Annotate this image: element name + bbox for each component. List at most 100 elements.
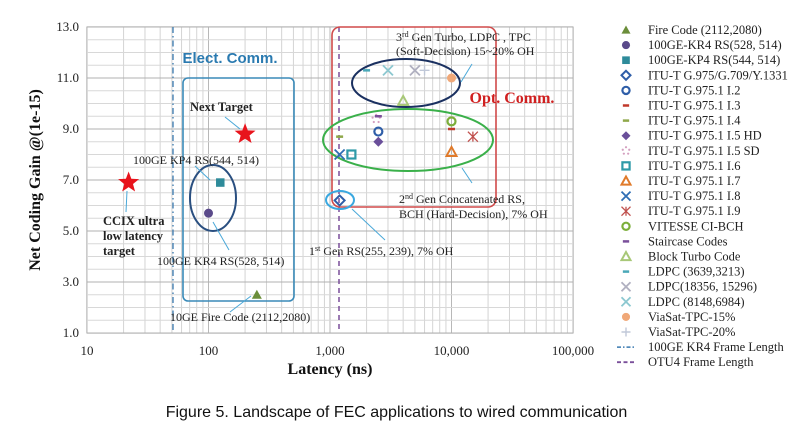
y-tick-label: 9.0 [63,121,79,136]
kp4-kr4-ellipse [189,164,237,232]
legend-item: ViaSat-TPC-15% [621,310,735,324]
legend-label: ViaSat-TPC-15% [648,310,735,324]
legend-label: ITU-T G.975.1 I.5 SD [648,144,760,158]
legend-label: 100GE-KR4 RS(528, 514) [648,38,782,52]
data-point [333,193,347,207]
legend-item: ITU-T G.975.1 I.7 [619,174,740,188]
gen2-label-line2: BCH (Hard-Decision), 7% OH [399,207,548,221]
target-star [118,171,140,192]
data-point [204,208,213,218]
annotation-arrows [125,63,473,313]
legend-item: Fire Code (2112,2080) [621,23,762,37]
legend-item: OTU4 Frame Length [617,355,754,369]
y-tick-label: 13.0 [56,19,79,34]
legend-item: ITU-T G.975.1 I.4 [622,114,741,128]
y-axis-title: Net Coding Gain @(1e-15) [27,89,44,271]
data-point [216,178,225,187]
figure-caption: Figure 5. Landscape of FEC applications … [165,404,628,421]
legend-label: LDPC(18356, 15296) [648,280,757,294]
next-target-label: Next Target [190,100,254,114]
legend-label: Staircase Codes [648,234,728,248]
legend-label: ITU-T G.975.1 I.3 [648,99,740,113]
x-tick-label: 100,000 [552,343,594,358]
legend-label: ITU-T G.975.1 I.2 [648,83,740,97]
legend-label: ITU-T G.975/G.709/Y.1331 [648,68,788,82]
data-point [396,93,410,106]
x-axis-title: Latency (ns) [288,361,373,378]
gen3-label-line2: (Soft-Decision) 15~20% OH [396,44,535,58]
data-point [447,73,456,83]
legend-label: 100GE KR4 Frame Length [648,340,784,354]
legend-item: Block Turbo Code [619,250,741,264]
legend-label: ITU-T G.975.1 I.9 [648,204,740,218]
opt-comm-region [331,26,497,208]
legend-label: Fire Code (2112,2080) [648,23,762,37]
legend-label: OTU4 Frame Length [648,355,754,369]
legend-item: 100GE-KR4 RS(528, 514) [621,38,782,52]
y-tick-label: 5.0 [63,223,79,238]
legend-item: ViaSat-TPC-20% [621,325,735,339]
data-point [346,149,357,160]
legend-label: ITU-T G.975.1 I.6 [648,159,740,173]
legend-label: VITESSE CI-BCH [648,219,744,233]
ccix-label-line1: CCIX ultra [103,214,165,228]
ccix-label-line2: low latency [103,229,164,243]
legend-item: VITESSE CI-BCH [621,219,744,233]
data-point [333,148,346,161]
legend-label: Block Turbo Code [648,250,741,264]
x-tick-label: 100 [199,343,219,358]
y-axis-ticks: 1.0 3.0 5.0 7.0 9.0 11.0 13.0 [56,19,79,340]
data-point [446,116,457,127]
elect-comm-region [182,77,295,302]
legend-label: ITU-T G.975.1 I.7 [648,174,740,188]
x-tick-label: 1,000 [315,343,344,358]
legend-item: ITU-T G.975.1 I.3 [622,99,740,113]
data-points [118,64,479,299]
fire-code-label: 10GE Fire Code (2112,2080) [170,310,310,324]
gen3-ellipse [351,58,461,108]
legend-item: Staircase Codes [622,234,728,248]
y-tick-label: 7.0 [63,172,79,187]
gen2-ellipse [322,108,494,172]
elect-comm-label: Elect. Comm. [182,50,277,67]
gen1-ellipse [325,190,355,210]
x-axis-ticks: 10 100 1,000 10,000 100,000 [81,343,595,358]
fec-landscape-chart: 1.0 3.0 5.0 7.0 9.0 11.0 13.0 10 100 1,000 10,000… [27,19,788,378]
legend: Fire Code (2112,2080)100GE-KR4 RS(528, 5… [617,23,788,369]
legend-item: 100GE-KP4 RS(544, 514) [622,53,780,67]
data-point [444,144,459,157]
gen2-label-line1: 2nd Gen Concatenated RS, [399,192,525,206]
gen3-label-line1: 3rd Gen Turbo, LDPC , TPC [396,30,531,44]
x-tick-label: 10,000 [434,343,470,358]
kr4-label: 100GE KR4 RS(528, 514) [157,254,284,268]
legend-item: ITU-T G.975.1 I.8 [620,189,740,203]
legend-label: 100GE-KP4 RS(544, 514) [648,53,780,67]
data-point [467,131,479,143]
kp4-label: 100GE KP4 RS(544, 514) [133,153,259,167]
legend-label: LDPC (3639,3213) [648,265,745,279]
data-point [251,289,262,299]
legend-item: ITU-T G.975.1 I.5 HD [621,129,762,143]
legend-item: ITU-T G.975.1 I.6 [621,159,740,173]
legend-label: ITU-T G.975.1 I.4 [648,114,741,128]
data-point [382,64,394,76]
legend-label: ITU-T G.975.1 I.5 HD [648,129,762,143]
legend-label: LDPC (8148,6984) [648,295,745,309]
legend-item: 100GE KR4 Frame Length [617,340,784,354]
gen1-label: 1st Gen RS(255, 239), 7% OH [309,244,454,258]
ccix-label-line3: target [103,244,136,258]
legend-item: ITU-T G.975.1 I.9 [621,204,740,218]
legend-item: ITU-T G.975.1 I.2 [621,83,740,97]
legend-label: ViaSat-TPC-20% [648,325,735,339]
opt-comm-label: Opt. Comm. [470,90,555,107]
y-tick-label: 3.0 [63,274,79,289]
target-star [234,123,256,143]
legend-item: LDPC (8148,6984) [620,295,745,309]
legend-item: LDPC (3639,3213) [622,265,745,279]
data-point [373,126,384,137]
legend-item: ITU-T G.975/G.709/Y.1331 [620,68,788,82]
legend-item: ITU-T G.975.1 I.5 SD [621,144,760,158]
y-tick-label: 1.0 [63,325,79,340]
data-point [419,65,430,76]
data-point [409,64,421,76]
